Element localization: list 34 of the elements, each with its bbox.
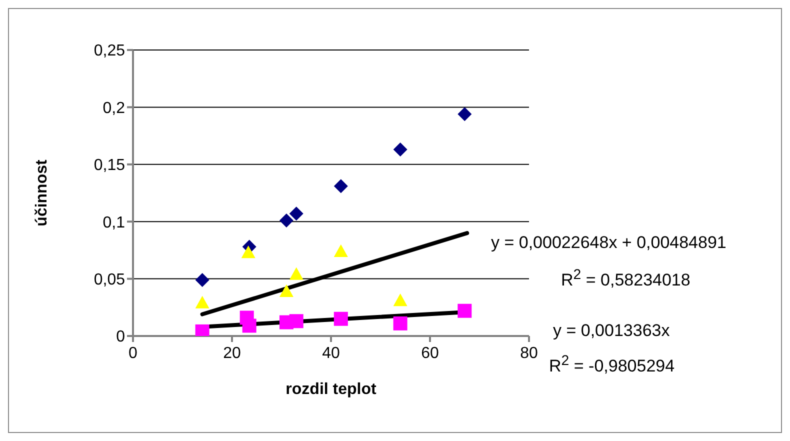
y-axis-title: účinnost [34, 159, 51, 226]
point [393, 142, 408, 157]
y-tick-label: 0,1 [102, 214, 126, 232]
y-tick-label: 0,05 [94, 271, 126, 288]
point [393, 294, 408, 306]
text: y = 0,0013363x [553, 321, 670, 341]
point [195, 296, 210, 308]
point [289, 267, 304, 280]
point [289, 314, 304, 328]
point [279, 284, 294, 297]
text: R$^{2}$ = -0,9805294 [549, 353, 675, 377]
x-axis-title: rozdil teplot [286, 381, 377, 398]
y-tick-label: 0 [116, 328, 126, 346]
x-tick-label: 80 [520, 345, 538, 362]
point [334, 312, 348, 326]
point [241, 245, 256, 258]
point [334, 179, 348, 194]
point [289, 206, 304, 221]
y-tick-label: 0,2 [102, 100, 126, 117]
y-tick-label: 0,15 [94, 157, 126, 174]
point [195, 272, 210, 287]
x-tick-label: 20 [223, 345, 241, 362]
point [393, 316, 408, 330]
y-tick-label: 0,25 [94, 42, 126, 60]
point [279, 213, 294, 228]
x-tick-label: 0 [128, 345, 138, 362]
point [242, 318, 256, 333]
point [458, 107, 472, 122]
x-tick-label: 40 [322, 345, 340, 362]
text: R$^{2}$ = 0,58234018 [561, 267, 690, 291]
point [458, 304, 472, 318]
x-tick-label: 60 [421, 345, 439, 362]
annotation: y = 0,00022648x + 0,00484891 [491, 233, 726, 253]
point [334, 244, 348, 257]
